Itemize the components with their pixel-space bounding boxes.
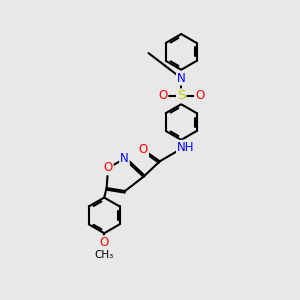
Text: CH₃: CH₃ — [94, 250, 114, 260]
Text: NH: NH — [177, 141, 194, 154]
Text: O: O — [100, 236, 109, 249]
Text: O: O — [158, 89, 167, 102]
Text: N: N — [120, 152, 129, 165]
Text: O: O — [195, 89, 204, 102]
Text: N: N — [177, 72, 186, 85]
Text: O: O — [103, 161, 113, 174]
Text: O: O — [139, 143, 148, 157]
Text: S: S — [177, 89, 185, 102]
